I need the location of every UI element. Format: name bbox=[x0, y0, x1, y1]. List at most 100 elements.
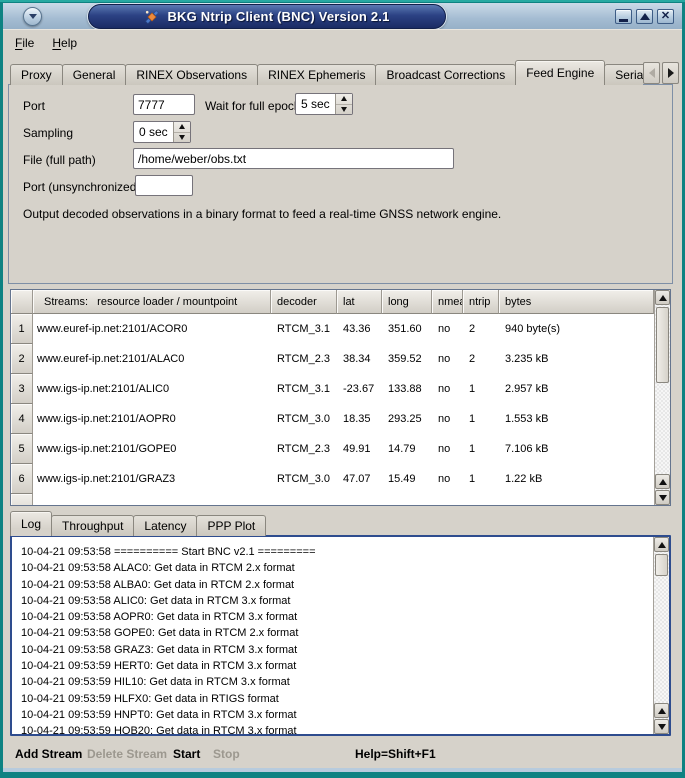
cell-decoder[interactable]: RTCM_3.0 bbox=[271, 404, 337, 434]
tab-scroll-right-button[interactable] bbox=[662, 62, 679, 84]
cell-source[interactable]: www.igs-ip.net:2101/GRAZ3 bbox=[33, 464, 271, 494]
tab-log[interactable]: Log bbox=[10, 511, 53, 536]
cell-decoder[interactable]: RTCM_2.3 bbox=[271, 344, 337, 374]
cell-long[interactable]: 293.25 bbox=[382, 404, 432, 434]
add-stream-button[interactable]: Add Stream bbox=[15, 747, 83, 761]
cell-long[interactable]: 133.88 bbox=[382, 374, 432, 404]
tab-serial-output[interactable]: Serial Outp bbox=[604, 64, 643, 85]
cell-source[interactable]: www.euref-ip.net:2101/ACOR0 bbox=[33, 314, 271, 344]
cell-decoder[interactable]: RTCM_2.3 bbox=[271, 434, 337, 464]
cell-bytes[interactable]: 940 byte(s) bbox=[499, 314, 654, 344]
cell-decoder[interactable]: RTCM_3.1 bbox=[271, 314, 337, 344]
table-row[interactable]: 1 www.euref-ip.net:2101/ACOR0 RTCM_3.1 4… bbox=[11, 314, 654, 344]
cell-long[interactable]: 351.60 bbox=[382, 314, 432, 344]
scroll-up-button[interactable] bbox=[654, 537, 669, 552]
tab-latency[interactable]: Latency bbox=[133, 515, 198, 536]
tab-broadcast-corrections[interactable]: Broadcast Corrections bbox=[375, 64, 517, 85]
scroll-down-button[interactable] bbox=[654, 719, 669, 734]
delete-stream-button[interactable]: Delete Stream bbox=[87, 747, 168, 761]
cell-decoder[interactable]: RTCM_3.1 bbox=[271, 374, 337, 404]
spin-up-button[interactable] bbox=[174, 122, 190, 132]
scroll-up-button-bottom[interactable] bbox=[655, 474, 670, 489]
cell-ntrip[interactable]: 2 bbox=[463, 314, 499, 344]
table-row[interactable]: 2 www.euref-ip.net:2101/ALAC0 RTCM_2.3 3… bbox=[11, 344, 654, 374]
cell-lat[interactable]: 38.34 bbox=[337, 344, 382, 374]
cell-nmea[interactable]: no bbox=[432, 464, 463, 494]
spin-down-button[interactable] bbox=[336, 103, 352, 115]
cell-ntrip[interactable]: 2 bbox=[463, 344, 499, 374]
cell-nmea[interactable]: no bbox=[432, 344, 463, 374]
table-row[interactable]: 6 www.igs-ip.net:2101/GRAZ3 RTCM_3.0 47.… bbox=[11, 464, 654, 494]
scroll-down-button[interactable] bbox=[655, 490, 670, 505]
cell-ntrip[interactable]: 1 bbox=[463, 434, 499, 464]
cell-ntrip[interactable]: 1 bbox=[463, 374, 499, 404]
cell-bytes[interactable]: 1.553 kB bbox=[499, 404, 654, 434]
wait-epoch-spinner[interactable]: 5 sec bbox=[295, 93, 353, 115]
cell-nmea[interactable]: no bbox=[432, 314, 463, 344]
menu-file[interactable]: File bbox=[15, 36, 34, 50]
col-header-long[interactable]: long bbox=[382, 290, 432, 314]
cell-lat[interactable]: 49.91 bbox=[337, 434, 382, 464]
cell-nmea[interactable]: no bbox=[432, 374, 463, 404]
start-button[interactable]: Start bbox=[173, 747, 201, 761]
col-header-nmea[interactable]: nmea bbox=[432, 290, 463, 314]
cell-long[interactable]: 15.49 bbox=[382, 464, 432, 494]
cell-nmea bbox=[432, 494, 463, 505]
port-input[interactable] bbox=[133, 94, 195, 115]
col-header-source[interactable]: Streams: resource loader / mountpoint bbox=[33, 290, 271, 314]
col-header-ntrip[interactable]: ntrip bbox=[463, 290, 499, 314]
cell-ntrip[interactable]: 1 bbox=[463, 464, 499, 494]
window-menu-button[interactable] bbox=[23, 7, 42, 26]
stop-button[interactable]: Stop bbox=[213, 747, 240, 761]
cell-bytes[interactable]: 1.22 kB bbox=[499, 464, 654, 494]
table-scrollbar[interactable] bbox=[654, 290, 670, 505]
cell-nmea[interactable]: no bbox=[432, 434, 463, 464]
scrollbar-thumb[interactable] bbox=[656, 307, 669, 383]
log-pane[interactable]: 10-04-21 09:53:58 ========== Start BNC v… bbox=[10, 535, 671, 736]
table-row[interactable]: 3 www.igs-ip.net:2101/ALIC0 RTCM_3.1 -23… bbox=[11, 374, 654, 404]
sampling-spinner[interactable]: 0 sec bbox=[133, 121, 191, 143]
cell-ntrip[interactable]: 1 bbox=[463, 404, 499, 434]
tab-rinex-ephemeris[interactable]: RINEX Ephemeris bbox=[257, 64, 377, 85]
log-scrollbar[interactable] bbox=[653, 537, 669, 734]
cell-bytes[interactable]: 3.235 kB bbox=[499, 344, 654, 374]
cell-lat[interactable]: 47.07 bbox=[337, 464, 382, 494]
cell-nmea[interactable]: no bbox=[432, 404, 463, 434]
cell-decoder[interactable]: RTCM_3.0 bbox=[271, 464, 337, 494]
col-header-bytes[interactable]: bytes bbox=[499, 290, 654, 314]
cell-lat[interactable]: -23.67 bbox=[337, 374, 382, 404]
cell-lat[interactable]: 18.35 bbox=[337, 404, 382, 434]
tab-general[interactable]: General bbox=[61, 64, 127, 85]
cell-bytes[interactable]: 7.106 kB bbox=[499, 434, 654, 464]
file-path-input[interactable] bbox=[133, 148, 454, 169]
port-unsync-input[interactable] bbox=[135, 175, 193, 196]
minimize-button[interactable] bbox=[615, 9, 632, 24]
col-header-decoder[interactable]: decoder bbox=[271, 290, 337, 314]
log-line: 10-04-21 09:53:58 ALBA0: Get data in RTC… bbox=[21, 578, 295, 591]
tab-proxy[interactable]: Proxy bbox=[10, 64, 63, 85]
cell-long[interactable]: 14.79 bbox=[382, 434, 432, 464]
scroll-up-button-bottom[interactable] bbox=[654, 703, 669, 718]
spin-down-button[interactable] bbox=[174, 131, 190, 143]
maximize-button[interactable] bbox=[636, 9, 653, 24]
close-button[interactable]: ✕ bbox=[657, 9, 674, 24]
table-row[interactable]: 5 www.igs-ip.net:2101/GOPE0 RTCM_2.3 49.… bbox=[11, 434, 654, 464]
cell-lat[interactable]: 43.36 bbox=[337, 314, 382, 344]
cell-source[interactable]: www.igs-ip.net:2101/AOPR0 bbox=[33, 404, 271, 434]
tab-rinex-observations[interactable]: RINEX Observations bbox=[125, 64, 259, 85]
tab-ppp-plot[interactable]: PPP Plot bbox=[196, 515, 267, 536]
scroll-up-button[interactable] bbox=[655, 290, 670, 305]
cell-bytes[interactable]: 2.957 kB bbox=[499, 374, 654, 404]
cell-source[interactable]: www.igs-ip.net:2101/ALIC0 bbox=[33, 374, 271, 404]
scrollbar-thumb[interactable] bbox=[655, 554, 668, 576]
cell-long[interactable]: 359.52 bbox=[382, 344, 432, 374]
tab-feed-engine[interactable]: Feed Engine bbox=[515, 60, 606, 85]
cell-source[interactable]: www.euref-ip.net:2101/ALAC0 bbox=[33, 344, 271, 374]
menu-help[interactable]: Help bbox=[52, 36, 77, 50]
col-header-lat[interactable]: lat bbox=[337, 290, 382, 314]
table-row[interactable]: 4 www.igs-ip.net:2101/AOPR0 RTCM_3.0 18.… bbox=[11, 404, 654, 434]
tab-scroll-left-button[interactable] bbox=[643, 62, 660, 84]
tab-throughput[interactable]: Throughput bbox=[51, 515, 135, 536]
spin-up-button[interactable] bbox=[336, 94, 352, 104]
cell-source[interactable]: www.igs-ip.net:2101/GOPE0 bbox=[33, 434, 271, 464]
